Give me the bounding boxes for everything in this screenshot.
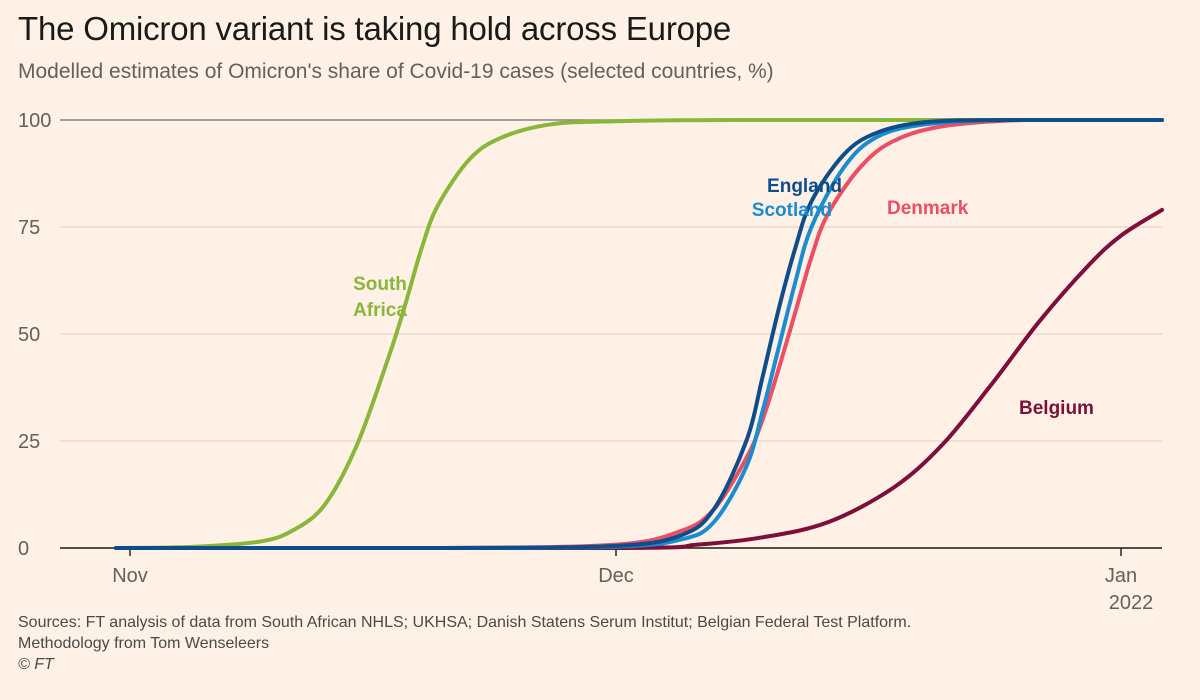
- x-tick-label: Nov: [112, 565, 148, 587]
- copyright-note: © FT: [18, 656, 54, 673]
- y-tick-label: 50: [18, 324, 40, 346]
- axes: 0 25 50 75 100 Nov Dec Jan 2022: [18, 110, 1153, 614]
- y-tick-label: 0: [18, 538, 29, 560]
- series-label-denmark: Denmark: [887, 198, 969, 219]
- series-label-scotland: Scotland: [752, 200, 832, 221]
- series-lines: [114, 117, 1164, 551]
- series-label-south-africa: South: [353, 274, 407, 295]
- x-tick-label: Dec: [598, 565, 634, 587]
- series-line-england: [114, 117, 1164, 551]
- x-tick-sublabel: 2022: [1109, 592, 1154, 614]
- chart-subtitle: Modelled estimates of Omicron's share of…: [18, 60, 774, 83]
- x-tick-label: Jan: [1105, 565, 1137, 587]
- y-tick-label: 75: [18, 217, 40, 239]
- chart-title: The Omicron variant is taking hold acros…: [18, 10, 732, 47]
- series-label-south-africa: Africa: [353, 300, 407, 321]
- chart-footer: Sources: FT analysis of data from South …: [18, 612, 911, 675]
- series-labels: South Africa England Scotland Denmark Belgium: [353, 176, 1094, 419]
- sources-note: Sources: FT analysis of data from South …: [18, 614, 912, 631]
- y-tick-label: 100: [18, 110, 51, 132]
- series-line-south-africa: [114, 117, 1164, 550]
- gridlines: [60, 119, 1162, 549]
- series-label-england: England: [767, 176, 842, 197]
- y-tick-label: 25: [18, 431, 40, 453]
- series-line-belgium: [114, 207, 1164, 551]
- methodology-note: Methodology from Tom Wenseleers: [18, 635, 270, 652]
- series-label-belgium: Belgium: [1019, 398, 1094, 419]
